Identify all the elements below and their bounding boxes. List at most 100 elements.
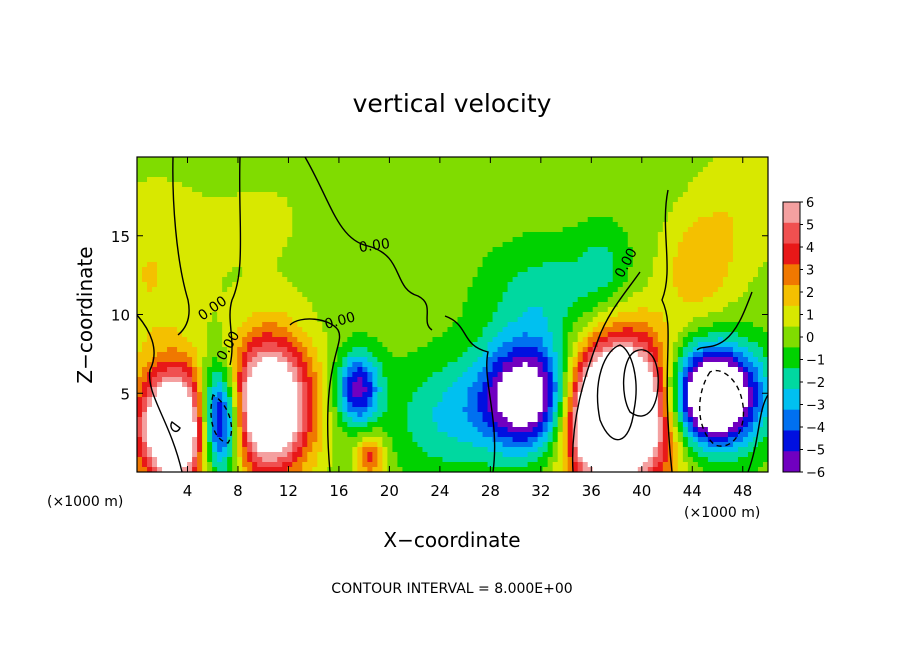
heatmap-cell	[187, 217, 193, 223]
heatmap-cell	[422, 212, 429, 218]
heatmap-cell	[222, 327, 228, 333]
heatmap-cell	[392, 352, 399, 358]
heatmap-cell	[417, 287, 424, 293]
heatmap-cell	[572, 317, 579, 323]
heatmap-cell	[347, 217, 353, 223]
heatmap-cell	[702, 222, 709, 228]
heatmap-cell	[177, 247, 183, 253]
heatmap-cell	[612, 222, 619, 228]
heatmap-cell	[752, 262, 759, 268]
heatmap-cell	[537, 187, 544, 193]
heatmap-cell	[702, 262, 709, 268]
heatmap-cell	[397, 162, 404, 168]
heatmap-cell	[597, 157, 604, 163]
heatmap-cell	[717, 252, 724, 258]
heatmap-cell	[317, 277, 323, 283]
heatmap-cell	[287, 167, 293, 173]
heatmap-cell	[637, 277, 644, 283]
heatmap-cell	[367, 232, 373, 238]
heatmap-cell	[137, 277, 143, 283]
heatmap-cell	[157, 307, 163, 313]
heatmap-cell	[487, 332, 494, 338]
heatmap-cell	[297, 257, 303, 263]
heatmap-cell	[362, 227, 368, 233]
heatmap-cell	[522, 292, 529, 298]
heatmap-cell	[462, 252, 469, 258]
heatmap-cell	[717, 292, 724, 298]
heatmap-cell	[402, 287, 409, 293]
heatmap-cell	[592, 297, 599, 303]
heatmap-cell	[332, 157, 338, 163]
heatmap-cell	[317, 207, 323, 213]
heatmap-cell	[762, 322, 768, 328]
heatmap-cell	[762, 282, 768, 288]
heatmap-cell	[207, 292, 213, 298]
heatmap-cell	[542, 292, 549, 298]
heatmap-cell	[207, 182, 213, 188]
heatmap-cell	[647, 232, 654, 238]
heatmap-cell	[597, 177, 604, 183]
heatmap-cell	[147, 272, 153, 278]
heatmap-cell	[357, 167, 363, 173]
heatmap-cell	[722, 167, 729, 173]
heatmap-cell	[192, 277, 198, 283]
heatmap-cell	[417, 272, 424, 278]
heatmap-cell	[502, 162, 509, 168]
heatmap-cell	[657, 157, 664, 163]
heatmap-cell	[682, 342, 689, 348]
heatmap-cell	[267, 272, 273, 278]
heatmap-cell	[247, 192, 253, 198]
heatmap-cell	[457, 272, 464, 278]
heatmap-cell	[392, 227, 399, 233]
heatmap-cell	[362, 252, 368, 258]
heatmap-cell	[172, 232, 178, 238]
heatmap-cell	[392, 157, 399, 163]
heatmap-cell	[357, 322, 363, 328]
heatmap-cell	[647, 252, 654, 258]
heatmap-cell	[672, 247, 679, 253]
heatmap-cell	[712, 257, 719, 263]
heatmap-cell	[447, 177, 454, 183]
heatmap-cell	[312, 227, 318, 233]
heatmap-cell	[697, 177, 704, 183]
heatmap-cell	[187, 337, 193, 343]
heatmap-cell	[332, 247, 338, 253]
heatmap-cell	[637, 292, 644, 298]
heatmap-cell	[697, 257, 704, 263]
heatmap-cell	[337, 277, 343, 283]
heatmap-cell	[502, 267, 509, 273]
heatmap-cell	[497, 277, 504, 283]
heatmap-cell	[167, 207, 173, 213]
heatmap-cell	[342, 187, 348, 193]
heatmap-cell	[367, 162, 373, 168]
heatmap-cell	[727, 287, 734, 293]
heatmap-cell	[722, 262, 729, 268]
heatmap-cell	[232, 192, 238, 198]
heatmap-cell	[392, 347, 399, 353]
heatmap-cell	[292, 187, 298, 193]
heatmap-cell	[647, 187, 654, 193]
heatmap-cell	[712, 297, 719, 303]
heatmap-cell	[262, 162, 268, 168]
heatmap-cell	[672, 177, 679, 183]
heatmap-cell	[452, 262, 459, 268]
heatmap-cell	[612, 317, 619, 323]
heatmap-cell	[332, 302, 338, 308]
heatmap-cell	[682, 307, 689, 313]
heatmap-cell	[597, 267, 604, 273]
heatmap-cell	[647, 192, 654, 198]
heatmap-cell	[372, 307, 378, 313]
heatmap-cell	[397, 287, 404, 293]
heatmap-cell	[627, 202, 634, 208]
heatmap-cell	[577, 227, 584, 233]
heatmap-cell	[537, 287, 544, 293]
heatmap-cell	[372, 157, 378, 163]
heatmap-cell	[427, 337, 434, 343]
heatmap-cell	[642, 257, 649, 263]
heatmap-cell	[502, 272, 509, 278]
heatmap-cell	[477, 202, 484, 208]
heatmap-cell	[357, 302, 363, 308]
heatmap-cell	[607, 182, 614, 188]
heatmap-cell	[762, 237, 768, 243]
heatmap-cell	[457, 327, 464, 333]
